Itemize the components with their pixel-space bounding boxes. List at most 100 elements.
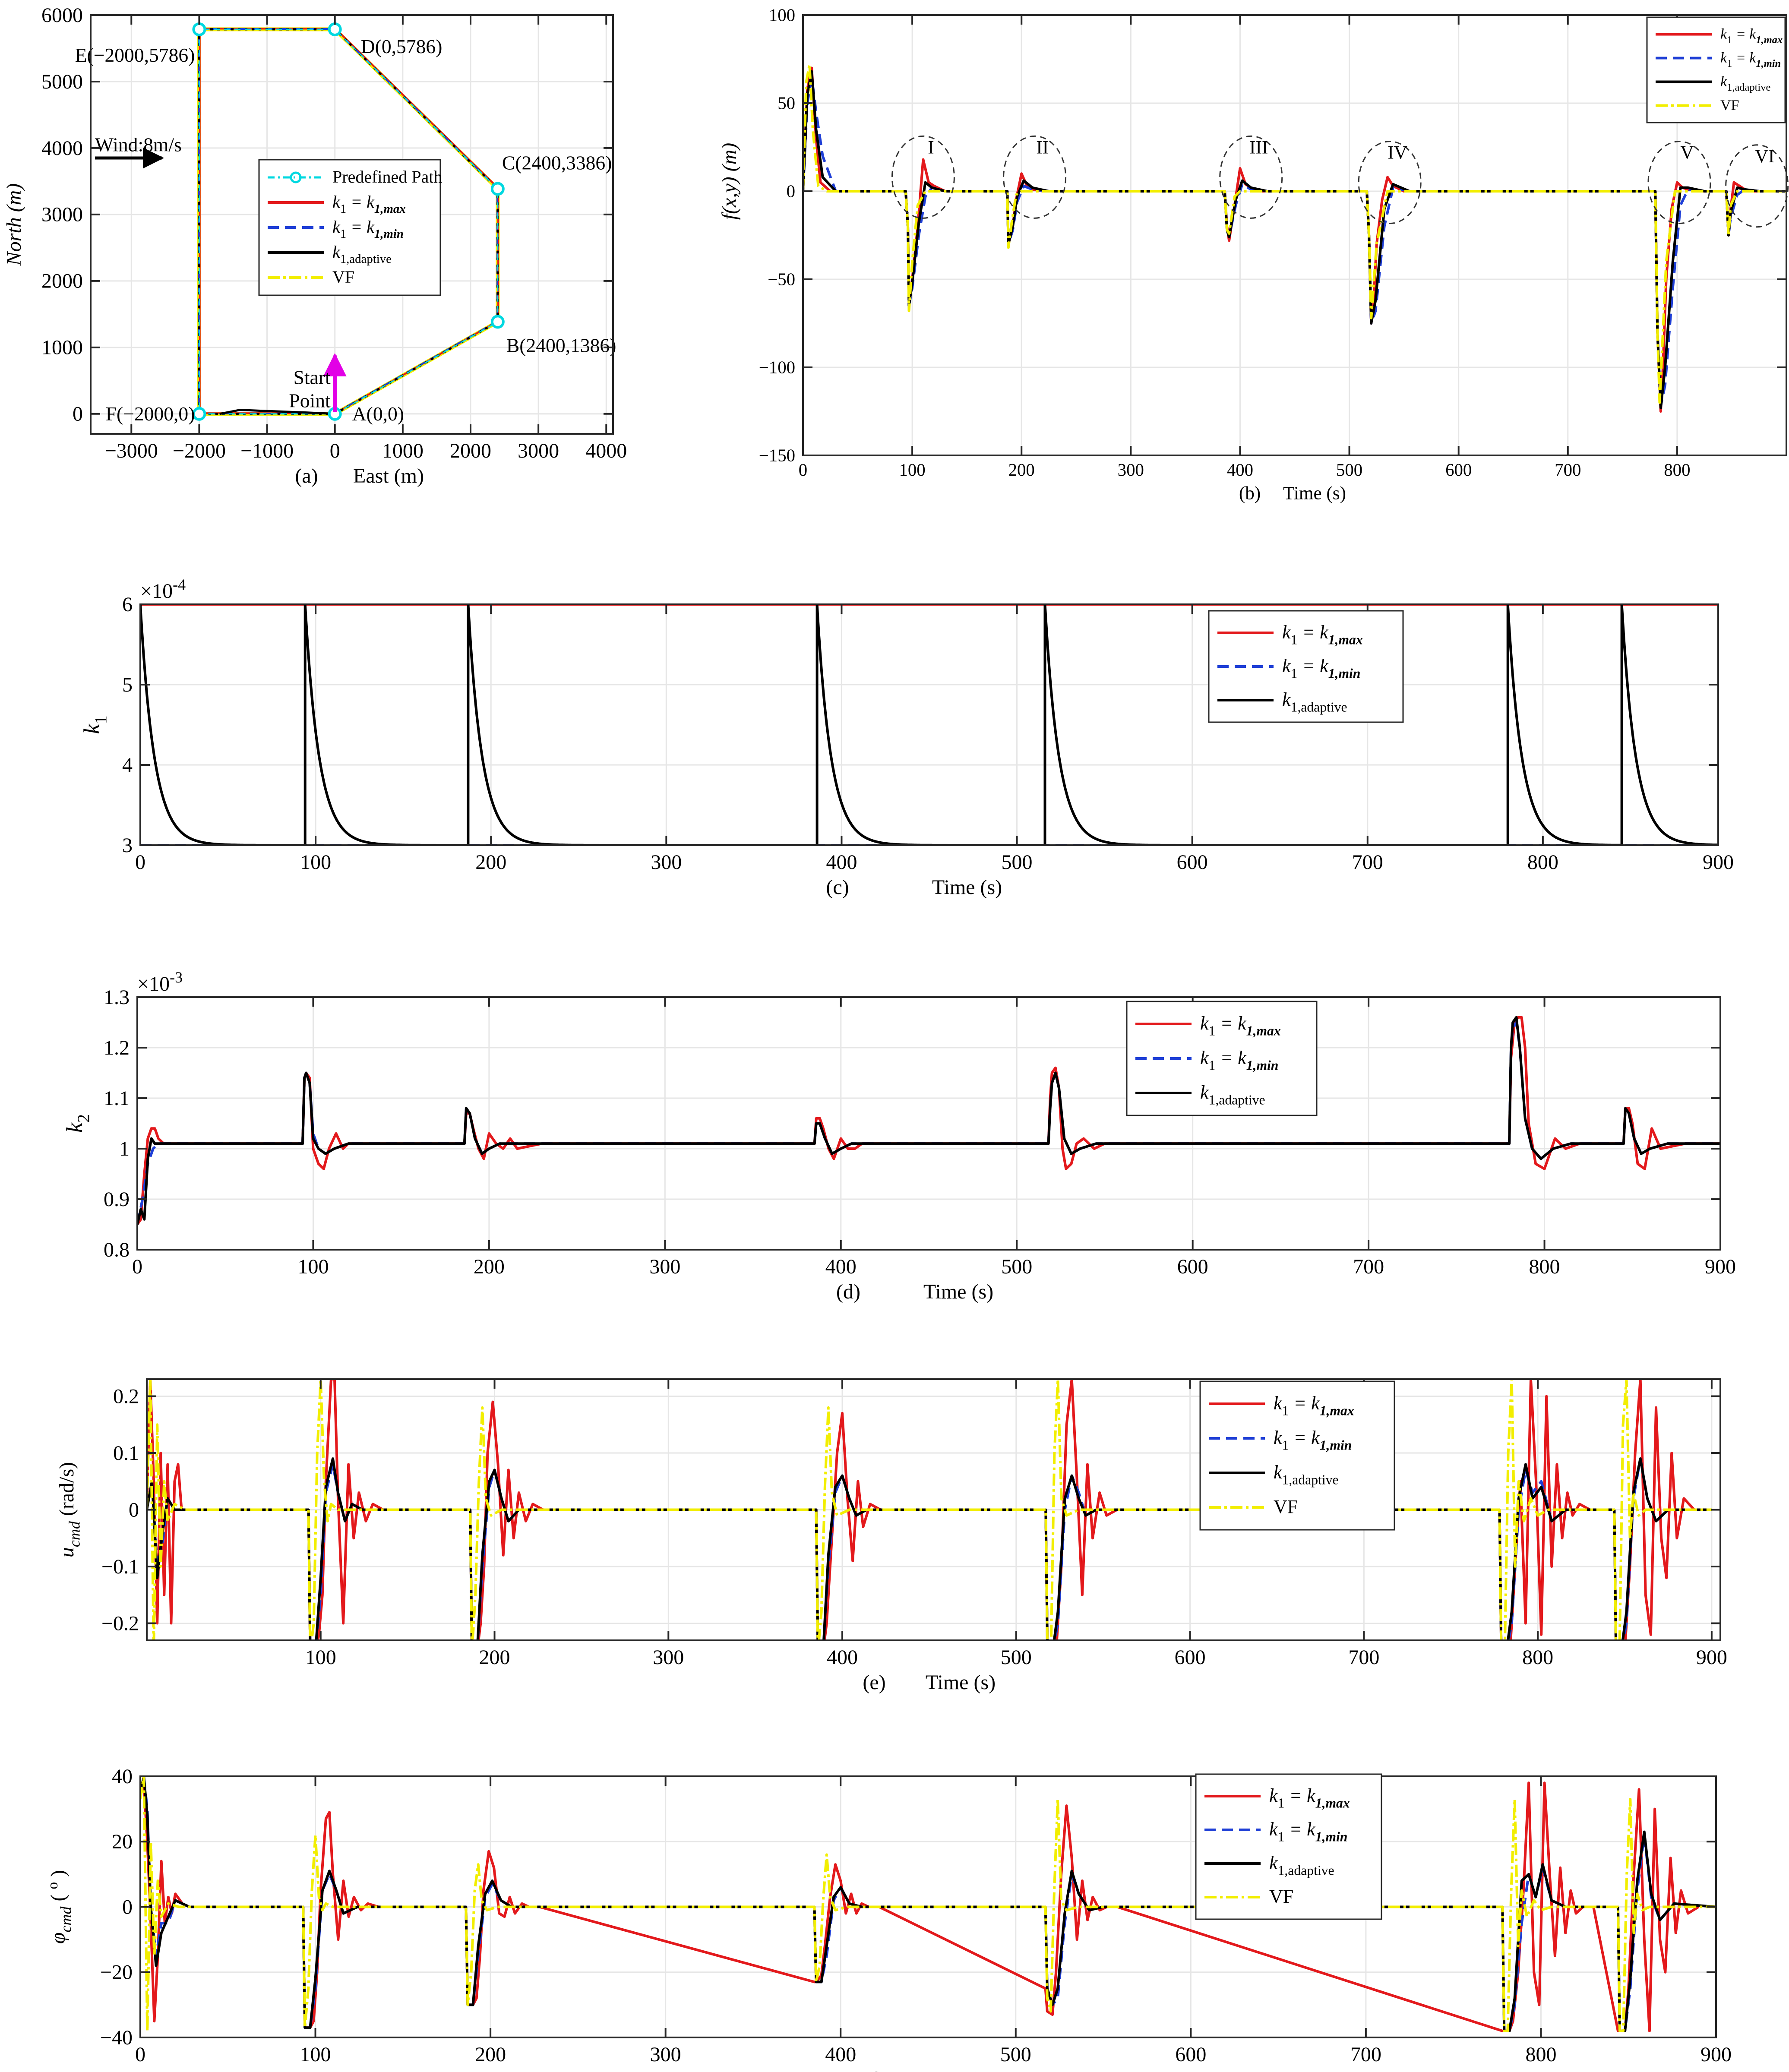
x-tick-label: 900: [1696, 1646, 1727, 1669]
x-tick-label: 800: [1664, 460, 1690, 480]
y-tick-label: 50: [778, 93, 795, 113]
x-tick-label: 200: [479, 1646, 510, 1669]
y-tick-label: 5: [122, 673, 133, 696]
y-tick-label: 1.3: [104, 986, 130, 1009]
plot-area: [140, 604, 1718, 845]
legend-label: k1 = k1,max: [1720, 26, 1783, 46]
x-tick-label: 100: [899, 460, 926, 480]
legend-label: k1 = k1,min: [1720, 50, 1781, 69]
plot-area: [137, 1016, 1720, 1226]
y-axis-label: North (m): [3, 183, 25, 266]
y-tick-label: −0.2: [101, 1612, 139, 1635]
legend-label: k1,adaptive: [1720, 74, 1770, 93]
y-tick-label: 0: [73, 403, 83, 426]
y-tick-label: −0.1: [101, 1555, 139, 1578]
ellipse-label: II: [1036, 137, 1049, 158]
series-line-black: [140, 604, 1718, 845]
series-line-red: [147, 1379, 1712, 1640]
legend-label: k1 = k1,max: [1269, 1785, 1350, 1810]
y-tick-label: 3000: [41, 203, 83, 226]
x-tick-label: 900: [1705, 1255, 1736, 1278]
series-line-blue: [803, 75, 1786, 407]
waypoint-label: C(2400,3386): [502, 152, 612, 174]
x-tick-label: 300: [650, 2043, 681, 2066]
series-line-blue: [140, 1776, 1716, 2032]
y-tick-label: −40: [100, 2026, 133, 2049]
x-tick-label: 800: [1522, 1646, 1553, 1669]
waypoint-label: A(0,0): [352, 403, 404, 425]
legend-label: k1 = k1,min: [1200, 1047, 1278, 1073]
series-line-yellow: [147, 1379, 1712, 1640]
y-axis-label: φcmd ( o ): [45, 1870, 74, 1944]
y-axis-label: ucmd (rad/s): [55, 1462, 83, 1557]
legend-label: k1,adaptive: [332, 242, 392, 266]
series-line-black: [147, 1457, 1712, 1640]
x-tick-label: 600: [1175, 2043, 1206, 2066]
series-line-blue: [137, 1021, 1720, 1225]
series-line-red: [803, 66, 1786, 413]
ellipse-label: I: [928, 137, 934, 158]
x-tick-label: 200: [1008, 460, 1035, 480]
y-tick-label: 5000: [41, 70, 83, 93]
ellipse-label: III: [1249, 137, 1268, 158]
x-tick-label: 100: [297, 1255, 329, 1278]
y-tick-label: 1.2: [104, 1036, 130, 1059]
x-axis-label: Time (s): [926, 1671, 996, 1694]
plot-frame: [139, 603, 1719, 846]
y-tick-label: −50: [768, 269, 795, 289]
x-tick-label: 0: [799, 460, 807, 480]
legend-label: k1,adaptive: [1274, 1462, 1339, 1487]
y-tick-label: 1.1: [104, 1087, 130, 1110]
ellipse-label: V: [1680, 143, 1694, 163]
start-label: Point: [289, 389, 331, 411]
y-tick-label: 0: [787, 181, 795, 201]
highlight-ellipse: [1725, 144, 1789, 228]
legend-marker: [290, 171, 302, 183]
start-label: Start: [294, 366, 331, 388]
x-tick-label: 900: [1700, 2043, 1732, 2066]
y-tick-label: 100: [769, 5, 795, 25]
x-axis-label: Time (s): [923, 1280, 993, 1303]
legend-label: k1 = k1,max: [1282, 622, 1363, 647]
x-tick-label: 300: [649, 1255, 680, 1278]
x-tick-label: 2000: [450, 439, 491, 462]
waypoint-marker: [490, 315, 505, 329]
legend-label: VF: [332, 267, 354, 287]
highlight-ellipse: [891, 135, 955, 219]
ellipse-label: VI: [1755, 146, 1775, 167]
waypoint-marker: [192, 22, 206, 36]
x-tick-label: 700: [1348, 1646, 1379, 1669]
y-tick-label: 3: [122, 834, 133, 857]
x-axis-label: Time (s): [921, 2068, 991, 2072]
x-tick-label: 300: [653, 1646, 684, 1669]
highlight-ellipse: [1003, 135, 1067, 219]
y-tick-label: 0.2: [113, 1385, 139, 1408]
panel-f: 0 100 200 300 400 500 600 700 800 900 −40 −20 0 20 40 k…: [45, 1765, 1732, 2072]
x-tick-label: 400: [1227, 460, 1253, 480]
legend-label: Predefined Path: [332, 167, 442, 186]
legend-label: k1 = k1,min: [1282, 655, 1360, 681]
x-tick-label: 800: [1527, 851, 1558, 874]
x-tick-label: 400: [825, 2043, 856, 2066]
x-axis-label: Time (s): [932, 876, 1002, 899]
x-tick-label: 1000: [382, 439, 424, 462]
plot-area: [140, 1776, 1716, 2032]
highlight-ellipse: [1358, 141, 1422, 224]
ellipse-label: IV: [1388, 143, 1407, 163]
y-tick-label: 0: [129, 1498, 139, 1521]
y-tick-label: 4: [122, 754, 133, 777]
panel-caption: (f): [864, 2068, 885, 2072]
panel-e: 100 200 300 400 500 600 700 800 900 −0.2 −0.1 0 0.1 0…: [55, 1378, 1727, 1694]
x-tick-label: 0: [132, 1255, 142, 1278]
series-line-yellow: [140, 1776, 1716, 2032]
x-tick-label: 600: [1445, 460, 1472, 480]
y-tick-label: 1: [119, 1137, 130, 1160]
panel-a: A(0,0) B(2400,1386) C(2400,3386) D(0,5786) E…: [3, 4, 627, 487]
legend-label: k1,adaptive: [1200, 1082, 1265, 1107]
x-tick-label: 500: [1336, 460, 1362, 480]
axis-exponent: ×10-4: [140, 576, 186, 603]
waypoint-label: B(2400,1386): [506, 334, 616, 356]
x-tick-label: 400: [826, 851, 857, 874]
x-axis-label: Time (s): [1283, 483, 1346, 504]
